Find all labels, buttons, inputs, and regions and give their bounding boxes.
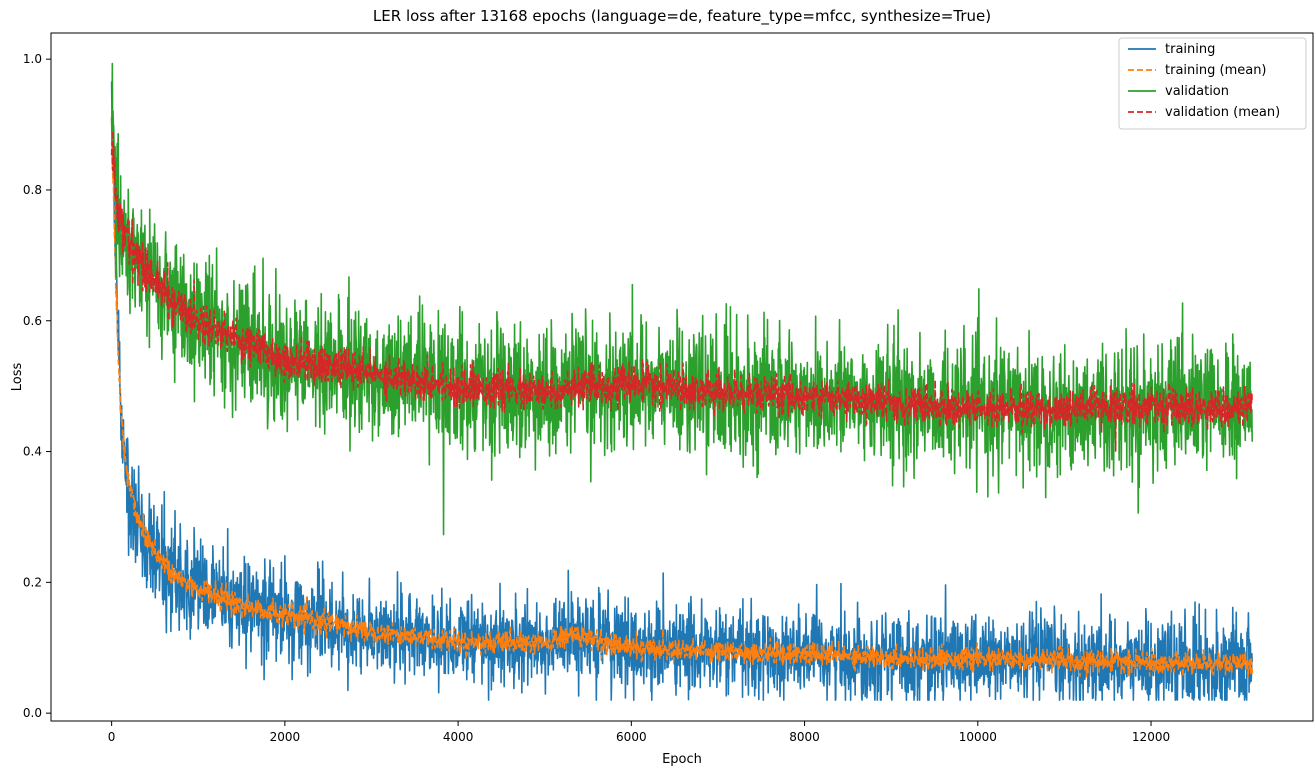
chart-title: LER loss after 13168 epochs (language=de… <box>373 7 991 26</box>
x-tick-label: 8000 <box>789 730 820 744</box>
legend-entry-label: validation <box>1165 84 1229 99</box>
x-tick-label: 6000 <box>616 730 647 744</box>
legend-box <box>1118 37 1307 130</box>
y-tick-label: 0.8 <box>23 183 42 197</box>
series-line-1 <box>110 118 1253 679</box>
y-tick-label: 0.6 <box>23 314 42 328</box>
y-tick-label: 0.2 <box>23 575 42 589</box>
legend-entry-label: validation (mean) <box>1165 105 1280 120</box>
plot-frame <box>50 32 1314 722</box>
y-tick-label: 0.4 <box>23 445 42 459</box>
y-tick-label: 1.0 <box>23 52 42 66</box>
plot-area <box>50 32 1314 722</box>
legend-entry-label: training (mean) <box>1165 63 1267 78</box>
x-axis: 0 2000 4000 6000 8000 10000 12000 <box>108 721 1170 744</box>
x-tick-label: 0 <box>108 730 116 744</box>
x-axis-label: Epoch <box>662 752 702 767</box>
series-layer <box>110 62 1253 701</box>
x-tick-label: 2000 <box>270 730 301 744</box>
x-tick-label: 12000 <box>1132 730 1170 744</box>
legend: training training (mean) validation validat… <box>1118 37 1307 130</box>
x-tick-label: 10000 <box>959 730 997 744</box>
y-tick-label: 0.0 <box>23 706 42 720</box>
y-axis-label: Loss <box>10 363 25 392</box>
x-tick-label: 4000 <box>443 730 474 744</box>
legend-entry-label: training <box>1165 42 1215 57</box>
series-line-3 <box>110 130 1253 452</box>
y-axis: 0.0 0.2 0.4 0.6 0.8 1.0 <box>23 52 51 720</box>
